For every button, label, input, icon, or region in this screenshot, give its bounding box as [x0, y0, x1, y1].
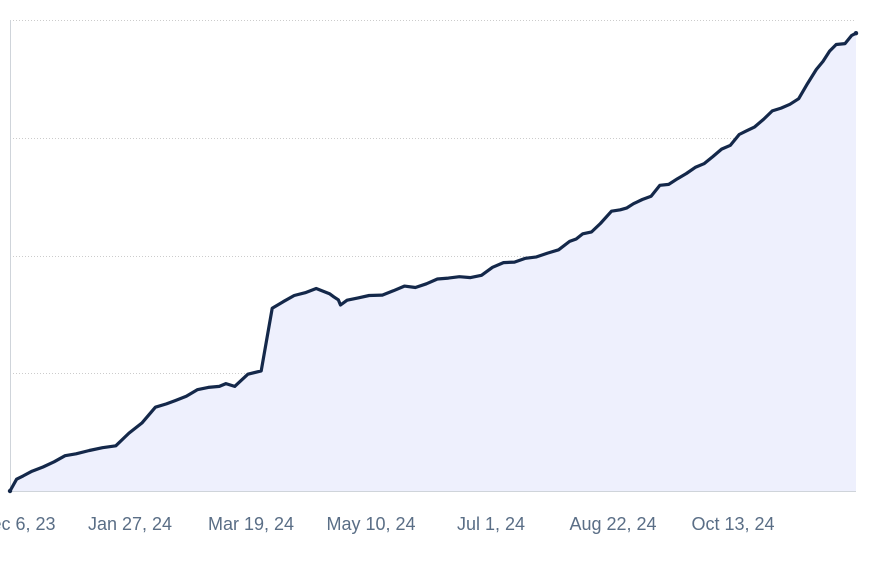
- x-tick-label: Dec 6, 23: [0, 514, 56, 534]
- series-start-point: [7, 488, 13, 494]
- series-area: [7, 30, 859, 494]
- series-area-fill: [10, 33, 856, 491]
- axes: [10, 20, 856, 492]
- x-tick-labels: Dec 6, 23 Jan 27, 24 Mar 19, 24 May 10, 24 J…: [0, 514, 775, 534]
- x-tick-label: Jul 1, 24: [457, 514, 525, 534]
- x-tick-label: Aug 22, 24: [569, 514, 656, 534]
- x-tick-label: May 10, 24: [326, 514, 415, 534]
- x-tick-label: Mar 19, 24: [208, 514, 294, 534]
- x-tick-label: Oct 13, 24: [691, 514, 774, 534]
- x-tick-label: Jan 27, 24: [88, 514, 172, 534]
- series-line: [8, 31, 858, 493]
- series-end-point: [853, 30, 859, 36]
